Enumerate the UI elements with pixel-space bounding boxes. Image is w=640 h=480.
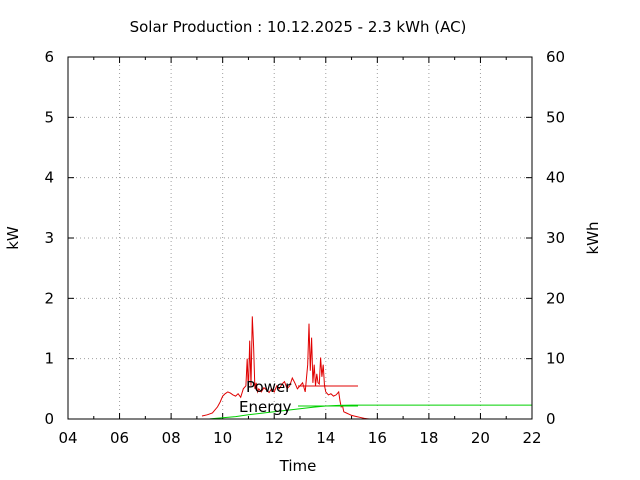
y-tick-label: 3 — [44, 229, 54, 247]
y2-tick-label: 50 — [546, 108, 565, 126]
x-tick-label: 22 — [522, 429, 541, 447]
series-line-power — [201, 316, 370, 420]
x-tick-label: 20 — [471, 429, 490, 447]
y-tick-labels: 0 1 2 3 4 5 6 — [44, 48, 54, 428]
x-tick-label: 16 — [368, 429, 387, 447]
y2-axis-label: kWh — [584, 221, 602, 254]
y-tick-label: 1 — [44, 350, 54, 368]
y-tick-label: 4 — [44, 169, 54, 187]
y2-tick-label: 30 — [546, 229, 565, 247]
x-tick-label: 04 — [58, 429, 77, 447]
y2-tick-label: 20 — [546, 289, 565, 307]
x-tick-label: 12 — [265, 429, 284, 447]
series-keys: Power Energy — [239, 378, 358, 416]
y2-tick-labels: 0 10 20 30 40 50 60 — [546, 48, 565, 428]
key-label-power: Power — [246, 378, 292, 396]
x-tick-label: 18 — [419, 429, 438, 447]
chart-title: Solar Production : 10.12.2025 - 2.3 kWh … — [130, 18, 467, 36]
y-tick-label: 2 — [44, 289, 54, 307]
y2-tick-label: 0 — [546, 410, 556, 428]
x-tick-label: 10 — [213, 429, 232, 447]
y2-tick-label: 40 — [546, 169, 565, 187]
x-axis-label: Time — [279, 457, 317, 475]
y-tick-label: 6 — [44, 48, 54, 66]
grid — [68, 57, 532, 419]
y2-tick-label: 10 — [546, 350, 565, 368]
key-label-energy: Energy — [239, 398, 292, 416]
y-tick-label: 5 — [44, 108, 54, 126]
y-axis-label: kW — [4, 226, 22, 250]
axis-ticks — [67, 56, 533, 420]
plot-frame — [67, 56, 533, 420]
x-tick-label: 06 — [110, 429, 129, 447]
y-tick-label: 0 — [44, 410, 54, 428]
x-tick-labels: 04 06 08 10 12 14 16 18 20 22 — [58, 429, 541, 447]
x-tick-label: 14 — [316, 429, 335, 447]
x-tick-label: 08 — [162, 429, 181, 447]
y2-tick-label: 60 — [546, 48, 565, 66]
